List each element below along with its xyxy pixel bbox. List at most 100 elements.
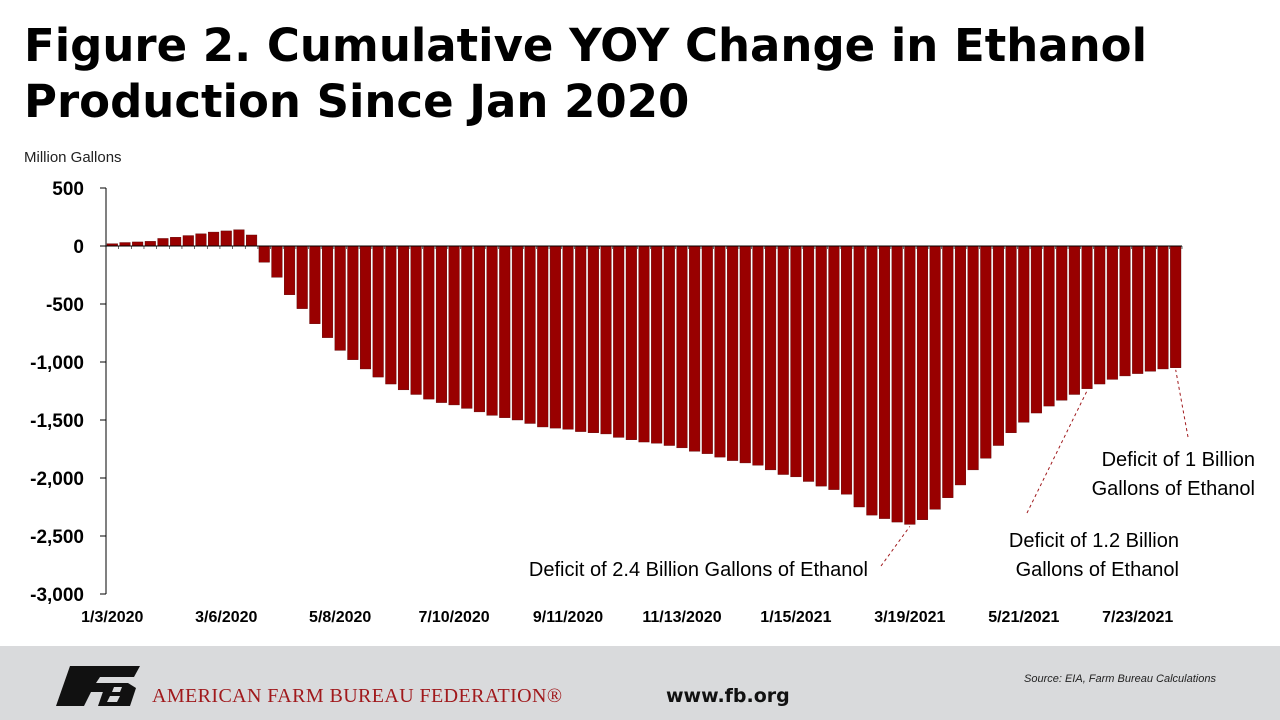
bar-7/31/2020 — [486, 245, 498, 416]
bar-5/22/2020 — [359, 245, 372, 370]
x-tick-label: 5/8/2020 — [309, 609, 371, 626]
bar-4/2/2021 — [929, 245, 941, 510]
bar-7/3/2020 — [435, 245, 447, 403]
bar-7/2/2021 — [1094, 245, 1106, 385]
bar-9/18/2020 — [575, 245, 587, 432]
bar-5/15/2020 — [347, 245, 359, 360]
chart-title-line-1: Figure 2. Cumulative YOY Change in Ethan… — [24, 19, 1148, 72]
bar-3/19/2021 — [904, 245, 916, 525]
bar-7/24/2020 — [473, 245, 485, 413]
y-tick-label: -3,000 — [30, 585, 84, 606]
bar-11/20/2020 — [689, 245, 701, 452]
chart-title-line-2: Production Since Jan 2020 — [24, 75, 690, 128]
bar-5/28/2021 — [1030, 245, 1042, 414]
bar-2/21/2020 — [195, 233, 207, 247]
bar-3/27/2020 — [258, 245, 270, 263]
annotation-leader-line — [1026, 390, 1088, 514]
bar-5/8/2020 — [334, 245, 346, 351]
bar-6/11/2021 — [1056, 245, 1068, 401]
bar-2/14/2020 — [182, 235, 194, 247]
annotation-text: Deficit of 1 Billion — [1102, 449, 1255, 471]
x-tick-label: 1/3/2020 — [81, 609, 143, 626]
bar-10/23/2020 — [638, 245, 650, 443]
bar-chart: 500 0 -500 -1,000 -1,500 -2,000 -2,500 -3,000 1/… — [30, 179, 1255, 626]
x-tick-label: 1/15/2021 — [760, 609, 831, 626]
bar-11/13/2020 — [676, 245, 688, 449]
annotations-group: Deficit of 2.4 Billion Gallons of Ethano… — [529, 369, 1255, 581]
y-tick-label: -2,000 — [30, 469, 84, 490]
bar-11/27/2020 — [701, 245, 713, 454]
bar-6/12/2020 — [397, 245, 410, 391]
bar-5/14/2021 — [1005, 245, 1017, 433]
bar-6/18/2021 — [1068, 245, 1080, 395]
annotation-text: Deficit of 1.2 Billion — [1009, 530, 1179, 552]
bar-1/1/2021 — [765, 245, 777, 471]
bar-4/24/2020 — [309, 245, 321, 324]
bar-5/29/2020 — [372, 245, 384, 378]
bar-6/25/2021 — [1081, 245, 1093, 389]
bar-1/17/2020 — [132, 241, 144, 247]
x-tick-label: 7/10/2020 — [419, 609, 490, 626]
bar-2/19/2021 — [853, 245, 865, 508]
bar-8/14/2020 — [511, 245, 523, 421]
bar-7/23/2021 — [1132, 245, 1144, 374]
y-axis-unit-label: Million Gallons — [24, 149, 122, 166]
bar-6/19/2020 — [410, 245, 422, 395]
bar-8/21/2020 — [524, 245, 536, 424]
bar-10/30/2020 — [651, 245, 663, 444]
bar-12/25/2020 — [752, 245, 764, 466]
bars-group — [106, 229, 1182, 525]
annotation-leader-line — [880, 526, 911, 567]
bar-7/30/2021 — [1144, 245, 1156, 372]
bar-1/29/2021 — [815, 245, 827, 487]
bar-10/16/2020 — [625, 245, 637, 440]
bar-5/7/2021 — [992, 245, 1004, 446]
bar-1/10/2020 — [119, 242, 131, 247]
bar-3/5/2021 — [879, 245, 891, 519]
y-tick-label: -1,000 — [30, 353, 84, 374]
bar-4/23/2021 — [967, 245, 979, 471]
y-tick-label: 500 — [52, 179, 84, 200]
x-tick-label: 3/19/2021 — [874, 609, 945, 626]
bar-8/7/2020 — [499, 245, 511, 418]
bar-4/3/2020 — [271, 245, 283, 278]
bar-12/18/2020 — [739, 245, 751, 464]
bar-11/6/2020 — [663, 245, 675, 446]
bar-6/4/2021 — [1043, 245, 1055, 407]
annotation-leader-line — [1175, 369, 1189, 438]
bar-3/20/2020 — [246, 234, 258, 247]
source-note: Source: EIA, Farm Bureau Calculations — [1024, 673, 1216, 685]
fb-logo-icon — [56, 666, 140, 706]
bar-3/26/2021 — [916, 245, 929, 520]
bar-8/6/2021 — [1157, 245, 1169, 370]
annotation-text: Deficit of 2.4 Billion Gallons of Ethano… — [529, 559, 868, 581]
bar-10/2/2020 — [600, 245, 612, 435]
bar-5/21/2021 — [1018, 245, 1030, 423]
chart-title: Figure 2. Cumulative YOY Change in Ethan… — [24, 18, 1224, 130]
bar-4/9/2021 — [942, 245, 954, 498]
bar-2/12/2021 — [841, 245, 853, 495]
bar-2/5/2021 — [828, 245, 840, 490]
bar-9/4/2020 — [549, 245, 561, 429]
bar-9/25/2020 — [587, 245, 599, 433]
x-tick-label: 11/13/2020 — [642, 609, 721, 626]
bar-1/15/2021 — [790, 245, 802, 478]
bar-6/26/2020 — [423, 245, 435, 400]
bar-7/16/2021 — [1119, 245, 1131, 377]
bar-6/5/2020 — [385, 245, 397, 385]
organization-name: AMERICAN FARM BUREAU FEDERATION® — [152, 685, 563, 707]
bar-5/1/2020 — [322, 245, 334, 338]
bar-8/28/2020 — [537, 245, 549, 428]
x-tick-label: 9/11/2020 — [533, 609, 603, 626]
bar-7/9/2021 — [1106, 245, 1118, 380]
website-link[interactable]: www.fb.org — [666, 685, 790, 707]
bar-2/28/2020 — [208, 231, 220, 247]
footer-bar: AMERICAN FARM BUREAU FEDERATION® www.fb.… — [0, 646, 1280, 720]
x-tick-label: 5/21/2021 — [988, 609, 1059, 626]
bar-4/10/2020 — [284, 245, 296, 295]
x-tick-label: 3/6/2020 — [195, 609, 257, 626]
bar-2/7/2020 — [170, 237, 182, 247]
bar-4/16/2021 — [954, 245, 966, 486]
bar-7/10/2020 — [448, 245, 460, 406]
bar-10/9/2020 — [613, 245, 625, 438]
